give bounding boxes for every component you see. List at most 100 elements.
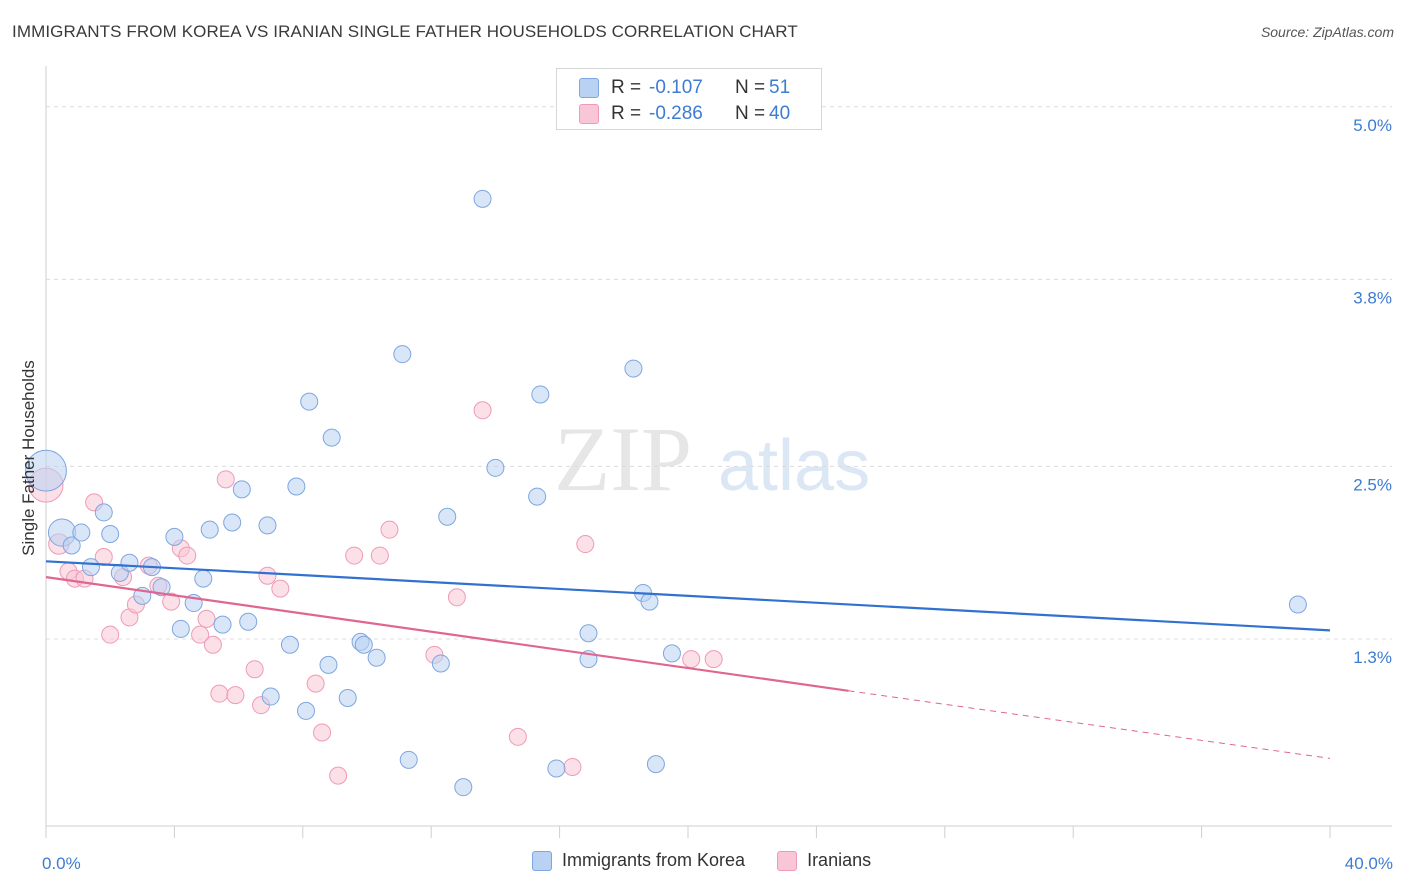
korea-point — [547, 759, 566, 778]
korea-point — [393, 345, 412, 364]
y-tick-labels: 1.3% 2.5% 3.8% 5.0% — [1353, 116, 1392, 667]
legend-label-iranians: Iranians — [807, 850, 872, 870]
korea-point — [258, 516, 277, 535]
korea-point — [322, 428, 341, 447]
korea-point — [287, 477, 306, 496]
watermark-zip: ZIP — [554, 408, 692, 510]
y-tick-label: 5.0% — [1353, 116, 1392, 135]
korea-point — [454, 778, 473, 797]
legend-label-korea: Immigrants from Korea — [562, 850, 746, 870]
korea-point — [280, 635, 299, 654]
korea-point — [399, 750, 418, 769]
x-tick-labels: 0.0% 40.0% — [42, 854, 1393, 873]
iranians-point — [162, 592, 181, 611]
korea-point — [171, 619, 190, 638]
korea-point — [431, 654, 450, 673]
korea-point — [194, 569, 213, 588]
korea-point — [223, 513, 242, 532]
korea-point — [438, 507, 457, 526]
korea-trend-line — [45, 560, 1331, 632]
korea-point — [624, 359, 643, 378]
n-value: 51 — [769, 77, 791, 98]
iranians-point — [329, 766, 348, 785]
korea-point — [579, 624, 598, 643]
iranians-point — [226, 686, 245, 705]
korea-point — [640, 592, 659, 611]
iranians-trend-line — [45, 576, 849, 692]
iranians-swatch — [777, 850, 798, 871]
iranians-point — [380, 520, 399, 539]
korea-point — [239, 612, 258, 631]
legend-item-korea: Immigrants from Korea — [532, 850, 745, 871]
legend-row-korea: R = -0.107 N = 51 — [579, 77, 790, 99]
axes — [45, 66, 1392, 838]
korea-point — [165, 527, 184, 546]
n-value: 40 — [769, 103, 791, 124]
iranians-swatch — [579, 104, 599, 124]
korea-swatch — [579, 78, 599, 98]
korea-point — [646, 755, 665, 774]
r-label: R = — [611, 103, 642, 124]
y-axis-label: Single Father Households — [19, 360, 38, 556]
korea-point — [300, 392, 319, 411]
korea-point — [367, 648, 386, 667]
korea-point — [354, 635, 373, 654]
korea-point — [25, 449, 67, 492]
r-value: -0.286 — [649, 103, 703, 124]
korea-point — [94, 503, 113, 522]
iranians-point — [101, 625, 120, 644]
korea-points — [25, 189, 1307, 797]
y-tick-label: 2.5% — [1353, 475, 1392, 494]
n-label: N = — [735, 77, 766, 98]
iranians-point — [576, 535, 595, 554]
korea-point — [101, 524, 120, 543]
r-label: R = — [611, 77, 642, 98]
iranians-point — [563, 758, 582, 777]
n-label: N = — [735, 103, 766, 124]
correlation-legend: R = -0.107 N = 51 R = -0.286 N = 40 — [556, 68, 822, 130]
iranians-point — [473, 401, 492, 420]
iranians-point — [313, 723, 332, 742]
korea-point — [261, 687, 280, 706]
korea-point — [72, 523, 91, 542]
legend-row-iranians: R = -0.286 N = 40 — [579, 103, 790, 125]
iranians-point — [704, 650, 723, 669]
iranians-point — [245, 660, 264, 679]
iranians-point — [258, 566, 277, 585]
korea-point — [213, 615, 232, 634]
korea-point — [486, 458, 505, 477]
legend-item-iranians: Iranians — [777, 850, 871, 871]
korea-point — [297, 701, 316, 720]
iranians-point — [197, 609, 216, 628]
iranians-point — [191, 625, 210, 644]
x-tick-label: 40.0% — [1345, 854, 1393, 873]
iranians-points — [28, 401, 723, 785]
chart-title: IMMIGRANTS FROM KOREA VS IRANIAN SINGLE … — [12, 22, 798, 41]
iranians-point — [271, 579, 290, 598]
iranians-point — [216, 470, 235, 489]
source-note: Source: ZipAtlas.com — [1260, 24, 1394, 40]
r-value: -0.107 — [649, 77, 703, 98]
watermark: ZIP atlas — [554, 408, 870, 510]
korea-point — [662, 644, 681, 663]
korea-point — [473, 189, 492, 208]
series-legend: Immigrants from Korea Iranians — [532, 850, 903, 871]
korea-point — [232, 480, 251, 499]
iranians-point — [178, 546, 197, 565]
korea-point — [531, 385, 550, 404]
korea-point — [1288, 595, 1307, 614]
iranians-point — [210, 684, 229, 703]
y-tick-label: 1.3% — [1353, 648, 1392, 667]
korea-point — [62, 536, 81, 555]
korea-point — [120, 553, 139, 572]
korea-point — [152, 578, 171, 597]
iranians-point — [370, 546, 389, 565]
iranians-point — [203, 635, 222, 654]
y-tick-label: 3.8% — [1353, 288, 1392, 307]
iranians-trend-extension — [848, 690, 1331, 759]
korea-point — [319, 655, 338, 674]
x-tick-label: 0.0% — [42, 854, 81, 873]
iranians-point — [345, 546, 364, 565]
iranians-point — [306, 674, 325, 693]
